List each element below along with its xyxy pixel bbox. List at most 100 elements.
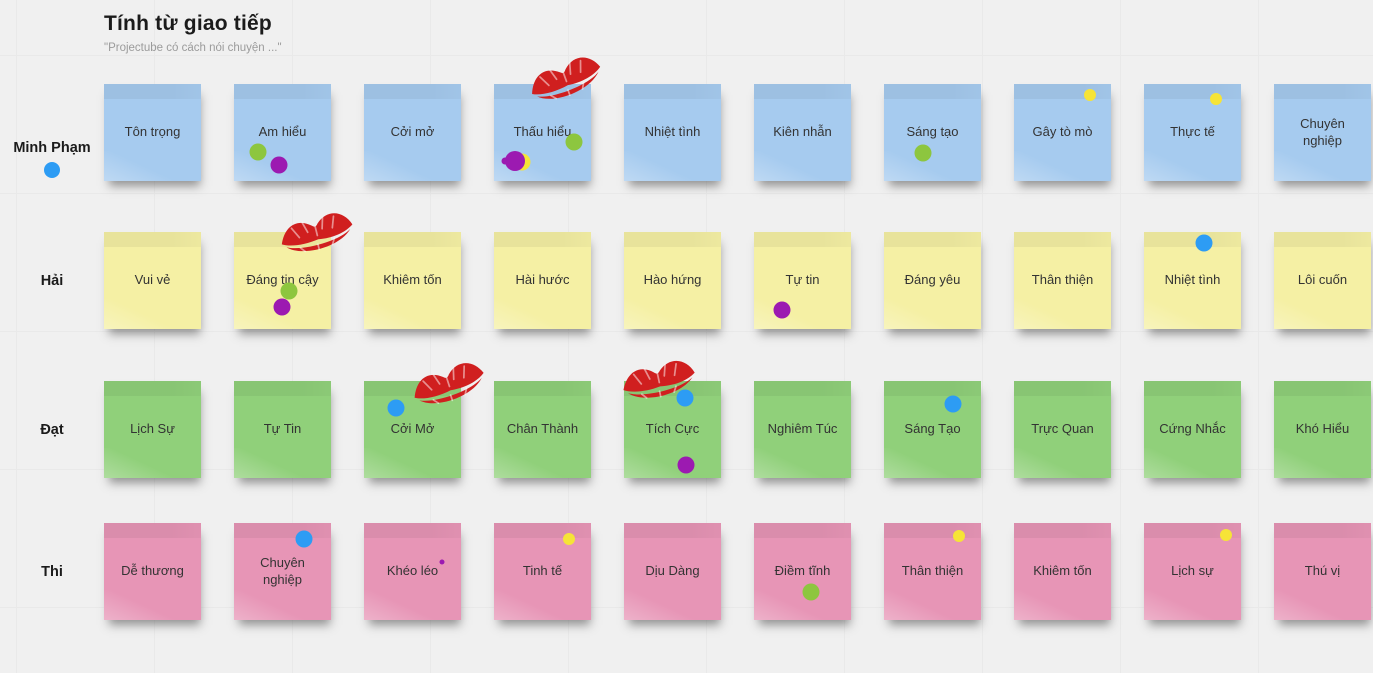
sticky-note-text: Thấu hiểu xyxy=(513,124,572,140)
kiss-lips-stamp[interactable] xyxy=(520,42,611,118)
sticky-note[interactable]: Lịch sự xyxy=(1144,523,1241,620)
sticky-note-text: Tinh tế xyxy=(522,563,563,579)
sticky-note[interactable]: Cởi Mở xyxy=(364,363,484,478)
sticky-note[interactable]: Chuyên nghiệp xyxy=(1274,84,1371,181)
sticky-note-text: Đáng yêu xyxy=(904,272,961,288)
row-label-column: Hải xyxy=(0,232,104,329)
row-author-label[interactable]: Minh Phạm xyxy=(13,139,91,156)
note-row: Hải Vui vẻ Đáng tin cậy Khiêm tốn Hài hước Hà… xyxy=(0,213,1373,329)
sticky-note-text: Lịch Sự xyxy=(130,421,175,437)
sticky-note[interactable]: Thấu hiểu xyxy=(494,57,601,181)
sticky-note[interactable]: Dễ thương xyxy=(104,523,201,620)
sticky-note[interactable]: Khiêm tốn xyxy=(364,232,461,329)
sticky-note-text: Hài hước xyxy=(515,272,570,288)
vote-dot-purple[interactable] xyxy=(505,150,526,171)
sticky-note[interactable]: Cứng Nhắc xyxy=(1144,381,1241,478)
board-title[interactable]: Tính từ giao tiếp xyxy=(104,12,272,35)
sticky-note[interactable]: Hài hước xyxy=(494,232,591,329)
sticky-note[interactable]: Sáng Tạo xyxy=(884,381,981,478)
vote-dot-green[interactable] xyxy=(914,144,932,162)
vote-dot-green[interactable] xyxy=(249,143,267,161)
sticky-note[interactable]: Hào hứng xyxy=(624,232,721,329)
vote-dot-blue[interactable] xyxy=(676,389,694,407)
sticky-note[interactable]: Lôi cuốn xyxy=(1274,232,1371,329)
sticky-note[interactable]: Thú vị xyxy=(1274,523,1371,620)
sticky-note-text: Dịu Dàng xyxy=(645,563,700,579)
sticky-note[interactable]: Cởi mở xyxy=(364,84,461,181)
sticky-note-text: Thú vị xyxy=(1304,563,1341,579)
vote-dot-yellow[interactable] xyxy=(1209,92,1222,105)
board-subtitle[interactable]: "Projectube có cách nói chuyện ..." xyxy=(104,42,282,54)
sticky-note[interactable]: Lịch Sự xyxy=(104,381,201,478)
sticky-note[interactable]: Dịu Dàng xyxy=(624,523,721,620)
vote-dot-purple[interactable] xyxy=(439,559,445,565)
sticky-note[interactable]: Sáng tạo xyxy=(884,84,981,181)
row-author-label[interactable]: Đạt xyxy=(40,421,64,438)
sticky-note[interactable]: Nhiệt tình xyxy=(624,84,721,181)
notes-strip: Vui vẻ Đáng tin cậy Khiêm tốn Hài hước Hào h… xyxy=(104,213,1371,329)
vote-dot-purple[interactable] xyxy=(270,156,288,174)
vote-dot-yellow[interactable] xyxy=(952,529,965,542)
sticky-note[interactable]: Khéo léo xyxy=(364,523,461,620)
sticky-note[interactable]: Tinh tế xyxy=(494,523,591,620)
kiss-lips-stamp[interactable] xyxy=(404,348,494,422)
sticky-note[interactable]: Tích Cực xyxy=(623,360,721,478)
sticky-note[interactable]: Tự tin xyxy=(754,232,851,329)
author-vote-dot[interactable] xyxy=(44,161,60,178)
notes-strip: Lịch Sự Tự Tin Cởi Mở Chân Thành Tích Cực Ngh… xyxy=(104,360,1371,478)
kiss-lips-stamp[interactable] xyxy=(615,347,702,414)
sticky-note[interactable]: Trực Quan xyxy=(1014,381,1111,478)
vote-dot-blue[interactable] xyxy=(944,395,962,413)
vote-dot-purple[interactable] xyxy=(677,456,695,474)
sticky-note[interactable]: Vui vẻ xyxy=(104,232,201,329)
sticky-note[interactable]: Nghiêm Túc xyxy=(754,381,851,478)
sticky-note[interactable]: Chuyên nghiệp xyxy=(234,523,331,620)
vote-dot-green[interactable] xyxy=(280,282,298,300)
vote-dot-yellow[interactable] xyxy=(562,532,575,545)
sticky-note[interactable]: Gây tò mò xyxy=(1014,84,1111,181)
kiss-lips-stamp[interactable] xyxy=(273,199,361,268)
sticky-note[interactable]: Thực tế xyxy=(1144,84,1241,181)
sticky-note[interactable]: Thân thiện xyxy=(1014,232,1111,329)
row-author-label[interactable]: Thi xyxy=(41,563,63,580)
vote-dot-purple[interactable] xyxy=(501,157,509,165)
row-label-column: Đạt xyxy=(0,381,104,478)
vote-dot-blue[interactable] xyxy=(387,399,405,417)
vote-dot-purple[interactable] xyxy=(273,298,291,316)
vote-dot-blue[interactable] xyxy=(295,530,313,548)
sticky-note[interactable]: Đáng tin cậy xyxy=(234,213,353,329)
sticky-note[interactable]: Thân thiện xyxy=(884,523,981,620)
sticky-note-text: Nghiêm Túc xyxy=(767,421,838,437)
sticky-note-text: Khéo léo xyxy=(386,563,439,579)
vote-dot-green[interactable] xyxy=(565,133,583,151)
sticky-note-text: Cởi Mở xyxy=(390,421,435,437)
sticky-note[interactable]: Nhiệt tình xyxy=(1144,232,1241,329)
vote-dot-yellow[interactable] xyxy=(1220,528,1233,541)
row-author-label[interactable]: Hải xyxy=(40,272,64,289)
vote-dot-blue[interactable] xyxy=(1195,234,1213,252)
sticky-note[interactable]: Am hiểu xyxy=(234,84,331,181)
sticky-note-text: Gây tò mò xyxy=(1032,124,1093,140)
sticky-note-text: Tự tin xyxy=(785,272,820,288)
sticky-note[interactable]: Tôn trọng xyxy=(104,84,201,181)
sticky-note[interactable]: Tự Tin xyxy=(234,381,331,478)
sticky-note[interactable]: Kiên nhẫn xyxy=(754,84,851,181)
vote-dot-yellow[interactable] xyxy=(1083,88,1096,101)
sticky-note[interactable]: Khó Hiểu xyxy=(1274,381,1371,478)
row-label-column: Minh Phạm xyxy=(0,84,104,181)
note-row: Đạt Lịch Sự Tự Tin Cởi Mở Chân Thành Tích Cực… xyxy=(0,360,1373,478)
sticky-note-text: Vui vẻ xyxy=(134,272,171,288)
sticky-note[interactable]: Đáng yêu xyxy=(884,232,981,329)
sticky-note[interactable]: Khiêm tốn xyxy=(1014,523,1111,620)
sticky-note-text: Cứng Nhắc xyxy=(1159,421,1226,437)
vote-dot-purple[interactable] xyxy=(773,301,791,319)
sticky-note-text: Chân Thành xyxy=(506,421,579,437)
vote-dot-green[interactable] xyxy=(802,583,820,601)
note-row: Thi Dễ thương Chuyên nghiệp Khéo léo Tinh tế… xyxy=(0,523,1373,620)
sticky-note[interactable]: Chân Thành xyxy=(494,381,591,478)
sticky-note-text: Tự Tin xyxy=(263,421,302,437)
board-header: Tính từ giao tiếp "Projectube có cách nó… xyxy=(104,12,282,54)
sticky-note[interactable]: Điềm tĩnh xyxy=(754,523,851,620)
row-label-column: Thi xyxy=(0,523,104,620)
